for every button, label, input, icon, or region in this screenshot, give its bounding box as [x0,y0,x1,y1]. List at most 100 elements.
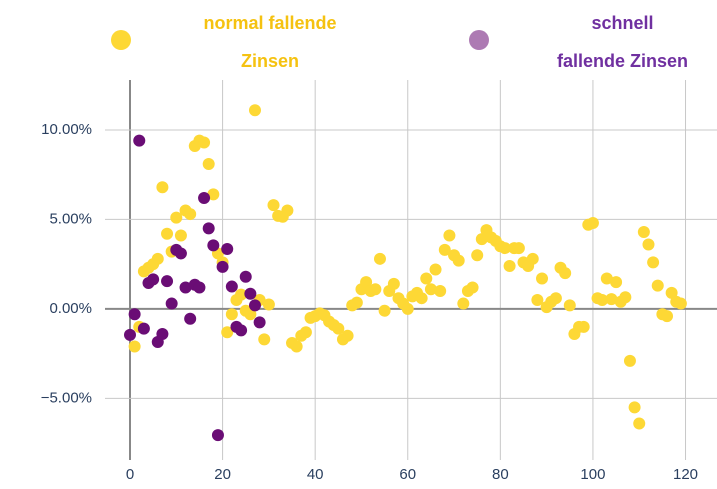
data-point [512,242,525,255]
legend-marker [469,30,489,50]
data-point [452,254,465,267]
data-point [258,333,271,346]
data-point [133,134,146,147]
x-tick-label: 40 [307,466,324,483]
data-point [248,104,261,117]
data-point [179,281,192,294]
data-point [434,285,447,298]
data-point [128,340,141,353]
data-point [443,229,456,242]
data-point [165,297,178,310]
legend-label: normal fallende Zinsen [203,13,337,71]
data-point [193,281,206,294]
data-point [147,273,160,286]
data-point [378,304,391,317]
data-point [457,297,470,310]
legend-label: schnell fallende Zinsen [556,13,689,71]
data-point [156,327,169,340]
data-point [248,299,261,312]
data-point [170,211,183,224]
data-point [239,270,252,283]
data-point [387,277,400,290]
data-point [401,302,414,315]
data-point [161,275,174,288]
x-tick-label: 20 [214,466,231,483]
data-point [221,242,234,255]
data-point [128,308,141,321]
data-point [619,291,632,304]
data-point [559,267,572,280]
data-point [503,259,516,272]
data-point [267,199,280,212]
data-point [424,283,437,296]
data-point [637,225,650,238]
data-point [161,227,174,240]
data-point [623,354,636,367]
data-point [596,293,609,306]
data-point [156,181,169,194]
legend-marker [111,30,131,50]
data-point [290,340,303,353]
data-point [244,308,257,321]
data-point [526,252,539,265]
data-point [633,417,646,430]
data-point [216,260,229,273]
data-point [184,312,197,325]
data-point [253,316,266,329]
data-point [642,238,655,251]
data-point [586,217,599,230]
y-tick-label: 5.00% [49,210,92,227]
data-point [123,328,136,341]
x-tick-label: 60 [399,466,416,483]
data-point [202,222,215,235]
data-point [225,308,238,321]
data-point [415,292,428,305]
data-point [651,279,664,292]
data-point [498,242,511,255]
data-point [151,252,164,265]
data-point [225,280,238,293]
data-point [605,293,618,306]
data-point [536,272,549,285]
data-point [661,310,674,323]
data-point [184,208,197,221]
data-point [174,229,187,242]
data-point [665,286,678,299]
data-point [341,329,354,342]
data-point [577,320,590,333]
data-point [674,297,687,310]
data-point [198,191,211,204]
data-point [350,296,363,309]
data-point [647,256,660,269]
data-point [466,281,479,294]
data-point [438,243,451,256]
data-point [244,287,257,300]
data-point [471,249,484,262]
data-point [600,272,613,285]
data-point [373,252,386,265]
data-point [475,233,488,246]
data-point [332,322,345,335]
x-tick-label: 0 [126,466,134,483]
data-point [207,188,220,201]
data-point [235,324,248,337]
data-point [207,239,220,252]
data-point [420,272,433,285]
data-point [202,157,215,170]
x-tick-label: 120 [673,466,698,483]
data-point [369,283,382,296]
data-point [235,288,248,301]
x-tick-label: 80 [492,466,509,483]
y-tick-label: 0.00% [49,300,92,317]
data-point [563,299,576,312]
y-tick-label: 10.00% [41,121,92,138]
y-tick-label: −5.00% [41,389,92,406]
data-point [211,429,224,442]
data-point [299,326,312,339]
x-tick-label: 100 [580,466,605,483]
data-point [628,401,641,414]
data-point [360,276,373,289]
data-point [281,204,294,217]
